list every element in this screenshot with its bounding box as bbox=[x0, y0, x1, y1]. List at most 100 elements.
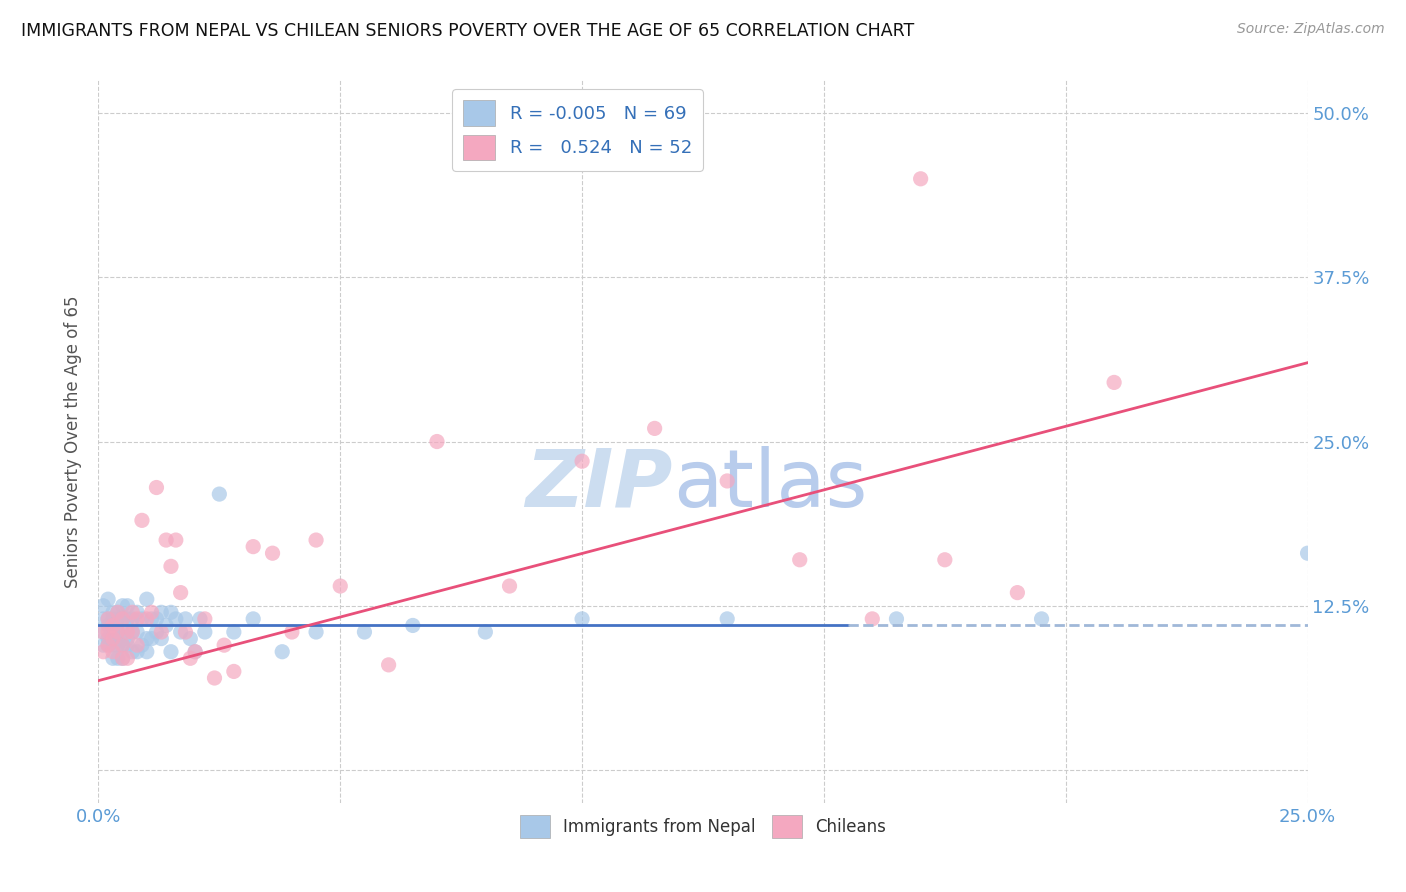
Point bbox=[242, 612, 264, 626]
Point bbox=[169, 585, 191, 599]
Point bbox=[91, 625, 114, 640]
Point bbox=[353, 625, 375, 640]
Point bbox=[135, 632, 157, 646]
Point bbox=[131, 513, 153, 527]
Point bbox=[160, 559, 183, 574]
Point bbox=[101, 645, 124, 659]
Point bbox=[91, 625, 114, 640]
Point bbox=[141, 605, 163, 619]
Y-axis label: Seniors Poverty Over the Age of 65: Seniors Poverty Over the Age of 65 bbox=[65, 295, 83, 588]
Point bbox=[160, 605, 183, 619]
Point bbox=[101, 612, 124, 626]
Point bbox=[305, 625, 328, 640]
Point bbox=[271, 645, 294, 659]
Point bbox=[107, 625, 129, 640]
Point bbox=[179, 632, 201, 646]
Point bbox=[184, 645, 207, 659]
Point bbox=[97, 618, 120, 632]
Point bbox=[101, 632, 124, 646]
Point bbox=[121, 605, 143, 619]
Point bbox=[150, 605, 173, 619]
Point bbox=[111, 638, 134, 652]
Point bbox=[426, 434, 449, 449]
Point bbox=[131, 638, 153, 652]
Point bbox=[97, 612, 120, 626]
Point bbox=[135, 645, 157, 659]
Text: IMMIGRANTS FROM NEPAL VS CHILEAN SENIORS POVERTY OVER THE AGE OF 65 CORRELATION : IMMIGRANTS FROM NEPAL VS CHILEAN SENIORS… bbox=[21, 22, 914, 40]
Point bbox=[145, 612, 167, 626]
Point bbox=[127, 645, 149, 659]
Point bbox=[145, 625, 167, 640]
Point bbox=[111, 625, 134, 640]
Point bbox=[117, 599, 139, 613]
Point bbox=[107, 638, 129, 652]
Point bbox=[101, 638, 124, 652]
Point bbox=[101, 651, 124, 665]
Point bbox=[910, 171, 932, 186]
Text: ZIP: ZIP bbox=[526, 446, 672, 524]
Point bbox=[184, 645, 207, 659]
Point bbox=[222, 665, 245, 679]
Point bbox=[498, 579, 520, 593]
Point bbox=[179, 651, 201, 665]
Point bbox=[377, 657, 399, 672]
Point bbox=[160, 645, 183, 659]
Point bbox=[141, 612, 163, 626]
Point bbox=[117, 638, 139, 652]
Text: Source: ZipAtlas.com: Source: ZipAtlas.com bbox=[1237, 22, 1385, 37]
Point bbox=[1102, 376, 1125, 390]
Point bbox=[127, 612, 149, 626]
Point bbox=[127, 625, 149, 640]
Point bbox=[117, 612, 139, 626]
Point bbox=[150, 632, 173, 646]
Point bbox=[107, 612, 129, 626]
Point bbox=[97, 638, 120, 652]
Point bbox=[860, 612, 883, 626]
Point bbox=[117, 651, 139, 665]
Point bbox=[242, 540, 264, 554]
Point bbox=[121, 625, 143, 640]
Point bbox=[402, 618, 425, 632]
Point bbox=[135, 612, 157, 626]
Point bbox=[716, 474, 738, 488]
Point bbox=[101, 618, 124, 632]
Point bbox=[886, 612, 908, 626]
Point bbox=[644, 421, 666, 435]
Point bbox=[789, 553, 811, 567]
Point bbox=[111, 612, 134, 626]
Point bbox=[329, 579, 352, 593]
Point bbox=[97, 632, 120, 646]
Point bbox=[222, 625, 245, 640]
Point bbox=[107, 605, 129, 619]
Point bbox=[204, 671, 226, 685]
Point bbox=[111, 638, 134, 652]
Point bbox=[101, 605, 124, 619]
Point bbox=[91, 645, 114, 659]
Point bbox=[571, 612, 593, 626]
Point bbox=[117, 625, 139, 640]
Point bbox=[91, 599, 114, 613]
Point bbox=[934, 553, 956, 567]
Point bbox=[165, 612, 187, 626]
Point bbox=[127, 605, 149, 619]
Point bbox=[1031, 612, 1053, 626]
Point bbox=[117, 632, 139, 646]
Point bbox=[262, 546, 284, 560]
Point bbox=[101, 632, 124, 646]
Point bbox=[97, 625, 120, 640]
Point bbox=[111, 599, 134, 613]
Point bbox=[91, 638, 114, 652]
Point bbox=[107, 605, 129, 619]
Point bbox=[571, 454, 593, 468]
Point bbox=[1007, 585, 1029, 599]
Point bbox=[107, 625, 129, 640]
Point bbox=[155, 533, 177, 547]
Point bbox=[127, 638, 149, 652]
Point bbox=[305, 533, 328, 547]
Point bbox=[1296, 546, 1319, 560]
Point bbox=[169, 625, 191, 640]
Point bbox=[97, 638, 120, 652]
Point bbox=[188, 612, 211, 626]
Point bbox=[97, 592, 120, 607]
Point bbox=[155, 618, 177, 632]
